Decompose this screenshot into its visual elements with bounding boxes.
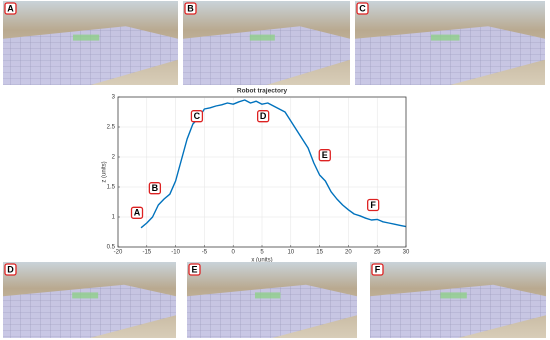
y-tick-label: 2.5 <box>107 125 116 131</box>
panel-label: E <box>191 264 197 274</box>
annotation: F <box>370 200 376 210</box>
terrain <box>187 284 357 338</box>
y-tick-label: 3 <box>112 95 116 101</box>
plot-frame <box>117 96 407 248</box>
annotation-box <box>130 206 144 219</box>
annotation-box <box>318 149 331 162</box>
annotation: A <box>134 208 141 218</box>
trajectory-line <box>140 99 407 229</box>
y-axis-label: z (units) <box>102 161 108 182</box>
y-tick-label: 1 <box>112 215 116 221</box>
terrain <box>355 26 545 85</box>
y-tick-label: 0.5 <box>107 245 116 251</box>
annotation: D <box>260 111 267 121</box>
robot <box>440 292 467 299</box>
annotation: E <box>322 150 328 160</box>
annotation-box <box>148 182 162 195</box>
robot <box>431 34 460 41</box>
annotation-box <box>190 110 204 123</box>
x-tick-label: 10 <box>287 250 294 256</box>
x-axis-label: x (units) <box>251 258 272 264</box>
x-tick-label: 30 <box>403 250 410 256</box>
panel-label-box <box>184 2 197 15</box>
panel-label-box <box>4 263 17 276</box>
x-tick-label: -5 <box>202 250 208 256</box>
x-tick-label: -10 <box>171 250 180 256</box>
panel-label: C <box>359 3 366 13</box>
terrain <box>3 284 176 338</box>
x-tick-label: -15 <box>142 250 151 256</box>
panel-label: B <box>187 3 194 13</box>
robot <box>255 292 281 299</box>
terrain <box>370 284 546 338</box>
annotation-box <box>367 198 380 212</box>
terrain <box>3 26 178 85</box>
x-tick-label: -20 <box>114 250 123 256</box>
annotation-box <box>257 110 270 123</box>
x-tick-label: 20 <box>345 250 352 256</box>
panel-label-box <box>188 263 201 276</box>
y-tick-label: 1.5 <box>107 185 116 191</box>
panel-label-box <box>356 2 369 15</box>
robot <box>73 34 100 41</box>
annotation: B <box>152 183 159 193</box>
chart-title: Robot trajectory <box>237 88 288 95</box>
x-tick-label: 5 <box>260 250 264 256</box>
robot <box>72 292 99 299</box>
terrain <box>183 26 350 85</box>
panel-label-box <box>4 2 17 15</box>
y-tick-label: 2 <box>112 155 116 161</box>
panel-label: A <box>7 3 14 13</box>
robot <box>249 34 275 41</box>
x-tick-label: 15 <box>316 250 323 256</box>
panel-label: D <box>7 264 14 274</box>
annotation: C <box>194 111 201 121</box>
x-tick-label: 25 <box>374 250 381 256</box>
panel-label-box <box>371 263 384 276</box>
panel-label: F <box>375 264 381 274</box>
x-tick-label: 0 <box>232 250 236 256</box>
